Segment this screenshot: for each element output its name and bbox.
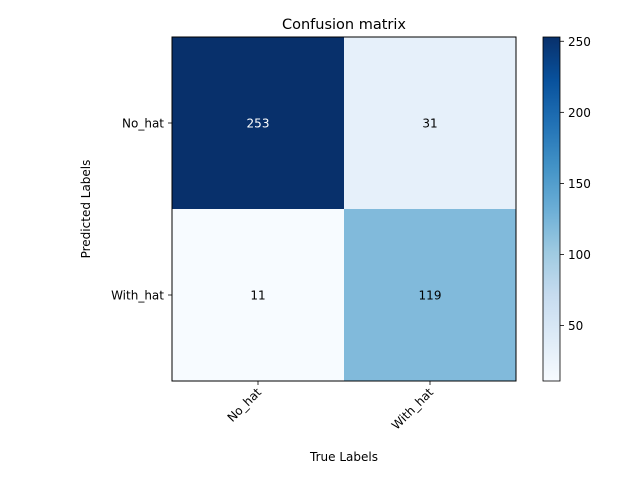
colorbar-tick-label: 100 [568,248,591,262]
heatmap-cell [172,37,344,209]
heatmap-cell [344,209,516,381]
y-tick-label: With_hat [111,289,164,303]
plot-frame [171,36,517,382]
cell-value-label: 11 [250,289,265,303]
colorbar-tick-label: 50 [568,319,583,333]
colorbar [542,36,561,382]
x-tick-label: With_hat [389,385,437,433]
colorbar-ticks: 50 100 150 200 250 [560,35,591,333]
x-axis-ticks: No_hat With_hat [225,381,437,433]
colorbar-tick-label: 250 [568,35,591,49]
cell-value-label: 119 [419,289,442,303]
heatmap-cell [344,37,516,209]
heatmap-cells [172,37,516,381]
cell-value-labels: 253 31 11 119 [247,117,442,303]
chart-title: Confusion matrix [282,17,406,33]
colorbar-tick-label: 200 [568,106,591,120]
colorbar-tick-label: 150 [568,177,591,191]
x-tick-label: No_hat [225,385,265,425]
y-axis-label: Predicted Labels [79,160,93,259]
x-axis-label: True Labels [309,450,378,464]
heatmap-cell [172,209,344,381]
y-tick-label: No_hat [122,117,164,131]
cell-value-label: 31 [422,117,437,131]
y-axis-ticks: No_hat With_hat [111,117,172,303]
cell-value-label: 253 [247,117,270,131]
